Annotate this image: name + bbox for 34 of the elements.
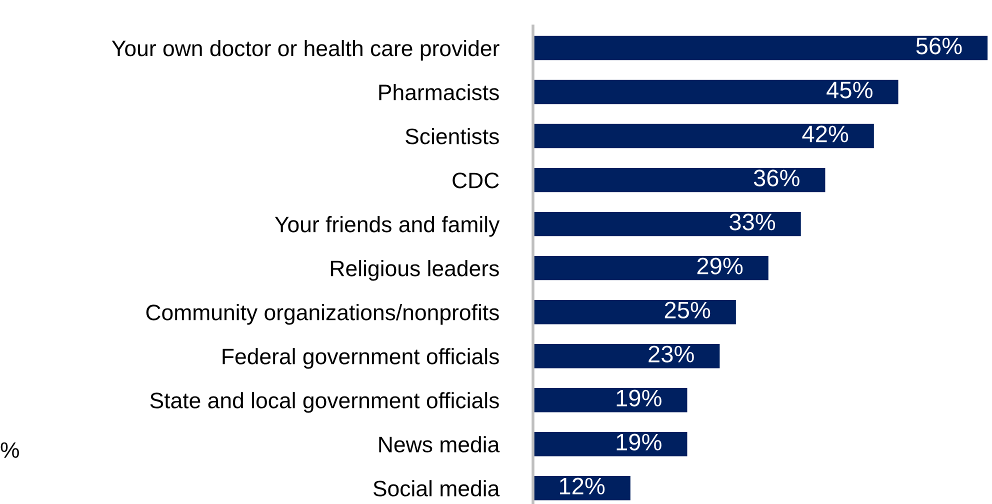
bar (533, 388, 688, 412)
y-tick-label: Social media (373, 480, 500, 496)
data-label: 12% (560, 478, 605, 494)
data-label: 56% (916, 38, 962, 54)
bar (533, 476, 630, 500)
data-label: 19% (616, 434, 662, 450)
data-label: 25% (664, 302, 710, 318)
bar (533, 344, 720, 368)
bar (533, 300, 736, 324)
bar (533, 256, 768, 280)
y-tick-label: CDC (452, 172, 499, 188)
data-label: 42% (802, 126, 848, 142)
y-tick-label: Pharmacists (379, 84, 499, 100)
data-label: 36% (754, 170, 800, 186)
bar (533, 168, 826, 192)
data-label: 23% (648, 346, 694, 362)
y-tick-label: Community organizations/nonprofits (146, 304, 499, 325)
bar (533, 124, 874, 148)
bar (533, 80, 898, 104)
bar (533, 212, 801, 236)
y-tick-label: Your friends and family (274, 216, 500, 237)
text: % (0, 442, 19, 458)
data-label: 33% (730, 214, 776, 230)
data-label: 45% (826, 82, 872, 98)
bar (533, 432, 688, 456)
data-label: 19% (616, 390, 662, 406)
data-label: 29% (697, 258, 743, 274)
y-tick-label: News media (379, 436, 500, 452)
y-tick-label: Your own doctor or health care provider (112, 40, 500, 61)
y-tick-label: Scientists (406, 128, 499, 144)
y-tick-label: State and local government officials (150, 392, 499, 413)
y-tick-label: Religious leaders (331, 260, 499, 281)
y-tick-label: Federal government officials (222, 348, 499, 369)
bar (533, 36, 988, 60)
